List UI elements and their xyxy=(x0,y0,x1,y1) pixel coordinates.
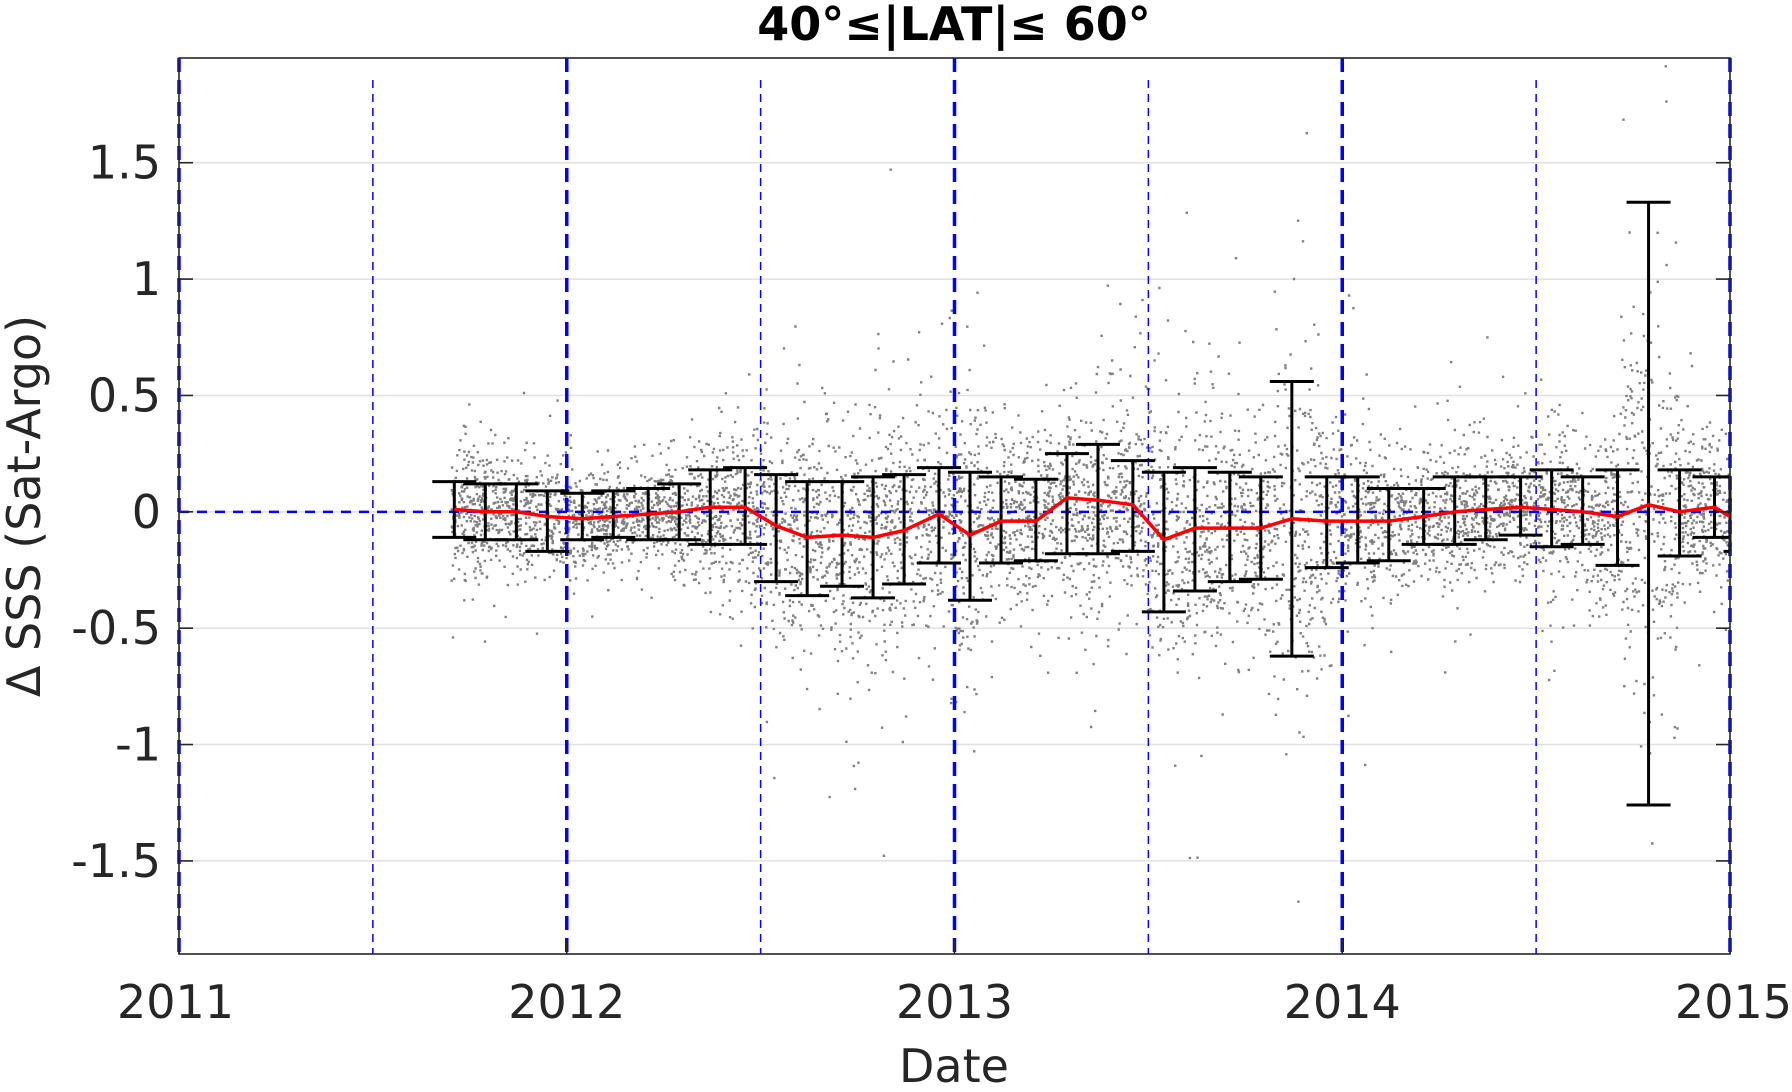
x-tick-label: 2011 xyxy=(117,975,234,1029)
y-axis-label: Δ SSS (Sat-Argo) xyxy=(0,315,51,697)
y-tick-label: 0.5 xyxy=(88,368,161,422)
scatter-points xyxy=(450,65,1732,903)
error-bar xyxy=(754,473,799,584)
error-bar xyxy=(1044,452,1089,556)
y-tick-label: 0 xyxy=(132,485,161,539)
x-axis-label: Date xyxy=(899,1039,1009,1087)
mean-line xyxy=(454,496,1731,542)
reference-lines-layer xyxy=(177,58,1732,954)
y-tick-label: 1.5 xyxy=(88,136,161,190)
error-bar xyxy=(591,489,636,539)
x-tick-label: 2014 xyxy=(1284,975,1401,1029)
chart-title: 40°≤|LAT|≤ 60° xyxy=(757,0,1150,52)
tick-layer: 1.5 1 0.5 0 -0.5 -1 -1.5 2011 2012 2013 2014 2015 xyxy=(71,136,1792,1029)
y-tick-label: -0.5 xyxy=(71,601,161,655)
scatter-layer xyxy=(450,65,1732,903)
y-tick-label: 1 xyxy=(132,252,161,306)
x-tick-label: 2013 xyxy=(896,975,1013,1029)
x-tick-label: 2015 xyxy=(1675,975,1792,1029)
mean-line-layer xyxy=(454,496,1731,542)
y-tick-label: -1.5 xyxy=(71,834,161,888)
y-tick-label: -1 xyxy=(115,718,161,772)
x-tick-label: 2012 xyxy=(508,975,625,1029)
error-bar xyxy=(560,491,605,542)
error-bar xyxy=(525,489,570,553)
error-bar xyxy=(1141,470,1186,614)
